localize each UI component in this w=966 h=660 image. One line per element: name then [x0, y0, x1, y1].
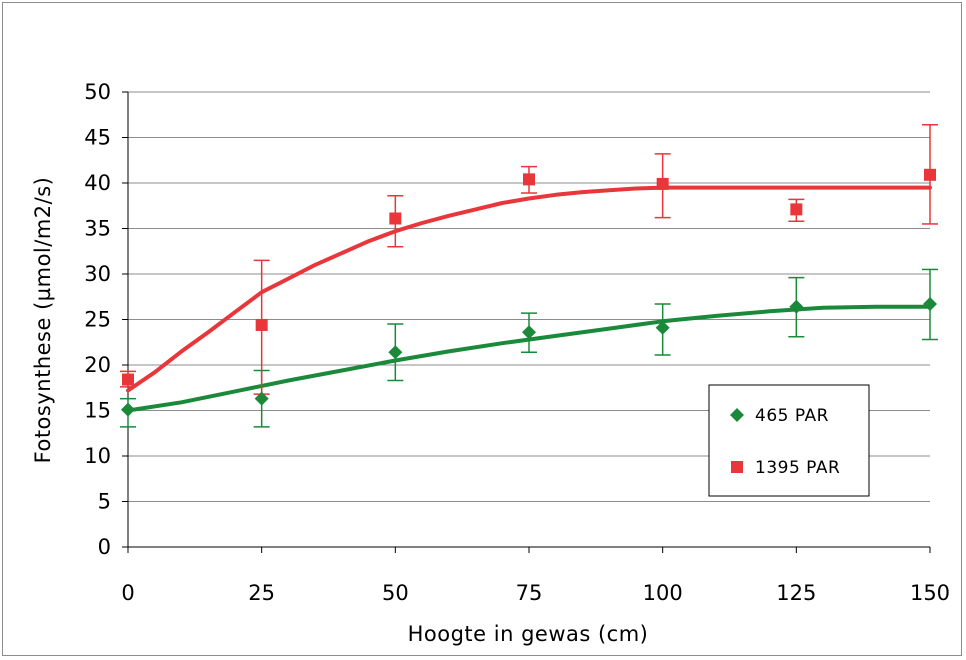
legend-marker-1395-par [731, 461, 743, 473]
data-point-1395-par [389, 212, 402, 225]
data-point-1395-par [656, 177, 669, 190]
y-tick-label: 5 [98, 490, 111, 514]
data-point-465-par [522, 325, 536, 340]
legend-label-1395-par: 1395 PAR [755, 458, 840, 478]
x-tick-label: 75 [516, 581, 543, 605]
x-tick-label: 50 [382, 581, 409, 605]
y-tick-label: 20 [84, 353, 111, 377]
legend-box [708, 384, 870, 497]
data-markers [121, 168, 937, 417]
fit-curve-1395-par [126, 185, 932, 393]
y-tick-label: 35 [84, 217, 111, 241]
data-point-465-par [655, 320, 670, 335]
data-point-465-par [388, 345, 403, 360]
data-point-1395-par [255, 318, 268, 331]
data-point-1395-par [790, 203, 803, 216]
data-point-465-par [254, 391, 269, 406]
fit-curves [126, 185, 932, 413]
x-tick-label: 125 [776, 581, 816, 605]
legend-marker-465-par [730, 408, 744, 422]
x-axis-title: Hoogte in gewas (cm) [408, 622, 649, 646]
data-point-1395-par [122, 373, 134, 386]
y-tick-label: 40 [84, 171, 111, 195]
y-tick-label: 10 [84, 444, 111, 468]
y-tick-label: 30 [84, 262, 111, 286]
y-tick-label: 25 [84, 308, 111, 332]
y-tick-label: 50 [84, 80, 111, 104]
error-bars [120, 124, 938, 428]
legend: 465 PAR 1395 PAR [708, 384, 870, 497]
grid-lines [128, 91, 930, 502]
y-tick-label: 0 [98, 535, 111, 559]
x-tick-label: 150 [910, 581, 950, 605]
y-tick-label: 45 [84, 126, 111, 150]
data-point-1395-par [523, 173, 535, 186]
x-tick-label: 25 [248, 581, 275, 605]
data-point-465-par [121, 402, 135, 417]
x-tick-label: 100 [643, 581, 683, 605]
data-point-465-par [789, 299, 804, 314]
data-point-1395-par [924, 168, 936, 181]
x-tick-label: 0 [121, 581, 134, 605]
y-axis-title: Fotosynthese (µmol/m2/s) [31, 177, 55, 464]
legend-label-465-par: 465 PAR [755, 406, 829, 426]
data-point-465-par [923, 297, 937, 312]
y-tick-label: 15 [84, 399, 111, 423]
tick-labels: 0 5 10 15 20 25 30 35 40 45 50 0 25 50 75 100 125 150 [84, 80, 950, 605]
